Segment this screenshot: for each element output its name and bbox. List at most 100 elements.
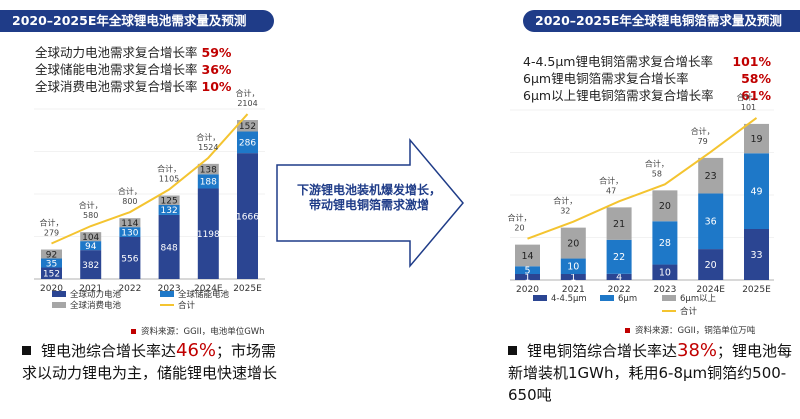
total-prefix-label: 合计， [645, 158, 669, 168]
conclusion-suffix: ；锂电池每新增装机1GWh，耗用6-8μm铜箔约500-650吨 [508, 342, 793, 404]
legend-label: 全球动力电池 [70, 289, 122, 300]
bar-segment [606, 273, 632, 280]
bar-segment [119, 236, 141, 279]
x-tick-label: 2021 [562, 285, 585, 295]
total-value-label: 32 [560, 207, 570, 216]
x-tick-label: 2023 [158, 284, 181, 294]
total-value-label: 279 [44, 229, 59, 238]
total-prefix-label: 合计， [118, 186, 142, 196]
bar-segment [698, 157, 724, 194]
bar-segment [744, 153, 769, 229]
x-tick-label: 2025E [742, 285, 771, 295]
bar-value-label: 49 [750, 186, 762, 197]
right-growth-rates: 4-4.5μm锂电铜箔需求复合增长率 101% 6μm锂电铜箔需求复合增长率 58%… [523, 53, 771, 104]
legend-label: 全球消费电池 [70, 300, 122, 311]
bar-value-label: 1 [570, 272, 576, 283]
rate-value: 61% [741, 88, 771, 103]
rate-label: 6μm以上锂电铜箔需求复合增长率 [523, 88, 714, 103]
bullet-square-icon [508, 346, 517, 355]
right-chart-banner: 2020–2025E年全球锂电铜箔需求量及预测 [523, 10, 800, 32]
x-tick-label: 2021 [79, 284, 102, 294]
total-value-label: 800 [122, 197, 137, 206]
bar-value-label: 23 [705, 171, 717, 182]
gridlines [510, 109, 774, 238]
middle-arrow [276, 137, 464, 269]
bar-value-label: 1 [524, 272, 530, 283]
total-prefix-label: 合计， [196, 132, 220, 142]
rate-value: 59% [201, 45, 232, 60]
bar-segment [237, 131, 258, 154]
left-conclusion: 锂电池综合增长率达46%；市场需求以动力锂电为主，储能锂电快速增长 [22, 340, 282, 384]
conclusion-suffix: ；市场需求以动力锂电为主，储能锂电快速增长 [22, 342, 278, 382]
bar-segment [237, 153, 258, 279]
bar-segment [237, 120, 258, 132]
total-value-label: 2104 [237, 99, 257, 108]
bar-value-label: 556 [121, 254, 138, 264]
conclusion-highlight: 38% [677, 340, 718, 361]
bar-segment [158, 204, 180, 215]
bar-value-label: 10 [567, 262, 579, 273]
bar-value-label: 114 [121, 219, 138, 229]
bar-value-label: 14 [521, 251, 533, 262]
legend-swatch [662, 295, 676, 301]
bar-segment [515, 244, 540, 267]
rate-label: 全球消费电池需求复合增长率 [35, 79, 198, 94]
bar-segment [80, 232, 102, 242]
total-prefix-label: 合计， [157, 164, 181, 174]
bar-value-label: 28 [659, 238, 671, 249]
rate-row: 全球动力电池需求复合增长率 59% [35, 44, 231, 61]
rate-row: 6μm锂电铜箔需求复合增长率 58% [523, 70, 771, 87]
bar-segment [197, 174, 219, 189]
conclusion-prefix: 锂电池综合增长率达 [41, 342, 177, 360]
bar-segment [606, 239, 632, 274]
total-prefix-label: 合计， [40, 218, 64, 228]
legend-label: 4-4.5μm [551, 294, 587, 304]
source-text: 资料来源：GGII，铜箔单位万吨 [635, 326, 756, 336]
bar-segment [158, 195, 180, 205]
x-tick-label: 2020 [516, 285, 539, 295]
bar-value-label: 22 [613, 252, 625, 263]
bar-value-label: 20 [705, 260, 717, 271]
total-prefix-label: 合计， [599, 175, 623, 185]
bar-value-label: 19 [750, 134, 762, 145]
legend-label: 合计 [680, 306, 698, 317]
arrow-caption: 下游锂电池装机爆发增长，带动锂电铜箔需求激增 [296, 183, 441, 212]
bar-segment [158, 214, 180, 279]
bar-value-label: 152 [239, 122, 256, 132]
total-value-label: 58 [652, 169, 662, 178]
bar-segment [698, 193, 724, 250]
x-tick-label: 2024E [696, 285, 725, 295]
bar-segment [515, 266, 540, 274]
bar-value-label: 104 [82, 233, 99, 243]
rate-value: 36% [201, 62, 232, 77]
bar-segment [744, 123, 769, 154]
right-chart: 1514202011020202142221202210282020232036… [508, 92, 774, 317]
bar-segment [606, 207, 632, 240]
bar-value-label: 5 [524, 265, 530, 276]
bar-value-label: 125 [161, 197, 178, 207]
bullet-square-icon [625, 328, 630, 333]
bullet-square-icon [131, 329, 136, 334]
total-prefix-label: 合计， [79, 200, 103, 210]
bar-value-label: 286 [239, 139, 256, 149]
right-arrow-icon [276, 137, 464, 269]
rate-label: 全球动力电池需求复合增长率 [35, 45, 198, 60]
rate-row: 4-4.5μm锂电铜箔需求复合增长率 101% [523, 53, 771, 70]
x-tick-label: 2022 [608, 285, 631, 295]
bar-segment [119, 227, 141, 237]
bar-segment [515, 274, 540, 280]
x-tick-label: 2023 [653, 285, 676, 295]
total-prefix-label: 合计， [737, 92, 761, 102]
bar-value-label: 20 [659, 201, 671, 212]
bar-segment [652, 264, 678, 280]
total-prefix-label: 合计， [691, 126, 715, 136]
legend-swatch [533, 295, 547, 301]
bar-value-label: 94 [85, 242, 97, 252]
left-chart-banner: 2020–2025E年全球锂电池需求量及预测 [0, 10, 274, 32]
bar-value-label: 36 [705, 217, 717, 228]
conclusion-prefix: 锂电铜箔综合增长率达 [527, 342, 678, 360]
bar-segment [41, 258, 62, 268]
bar-value-label: 35 [46, 259, 57, 269]
